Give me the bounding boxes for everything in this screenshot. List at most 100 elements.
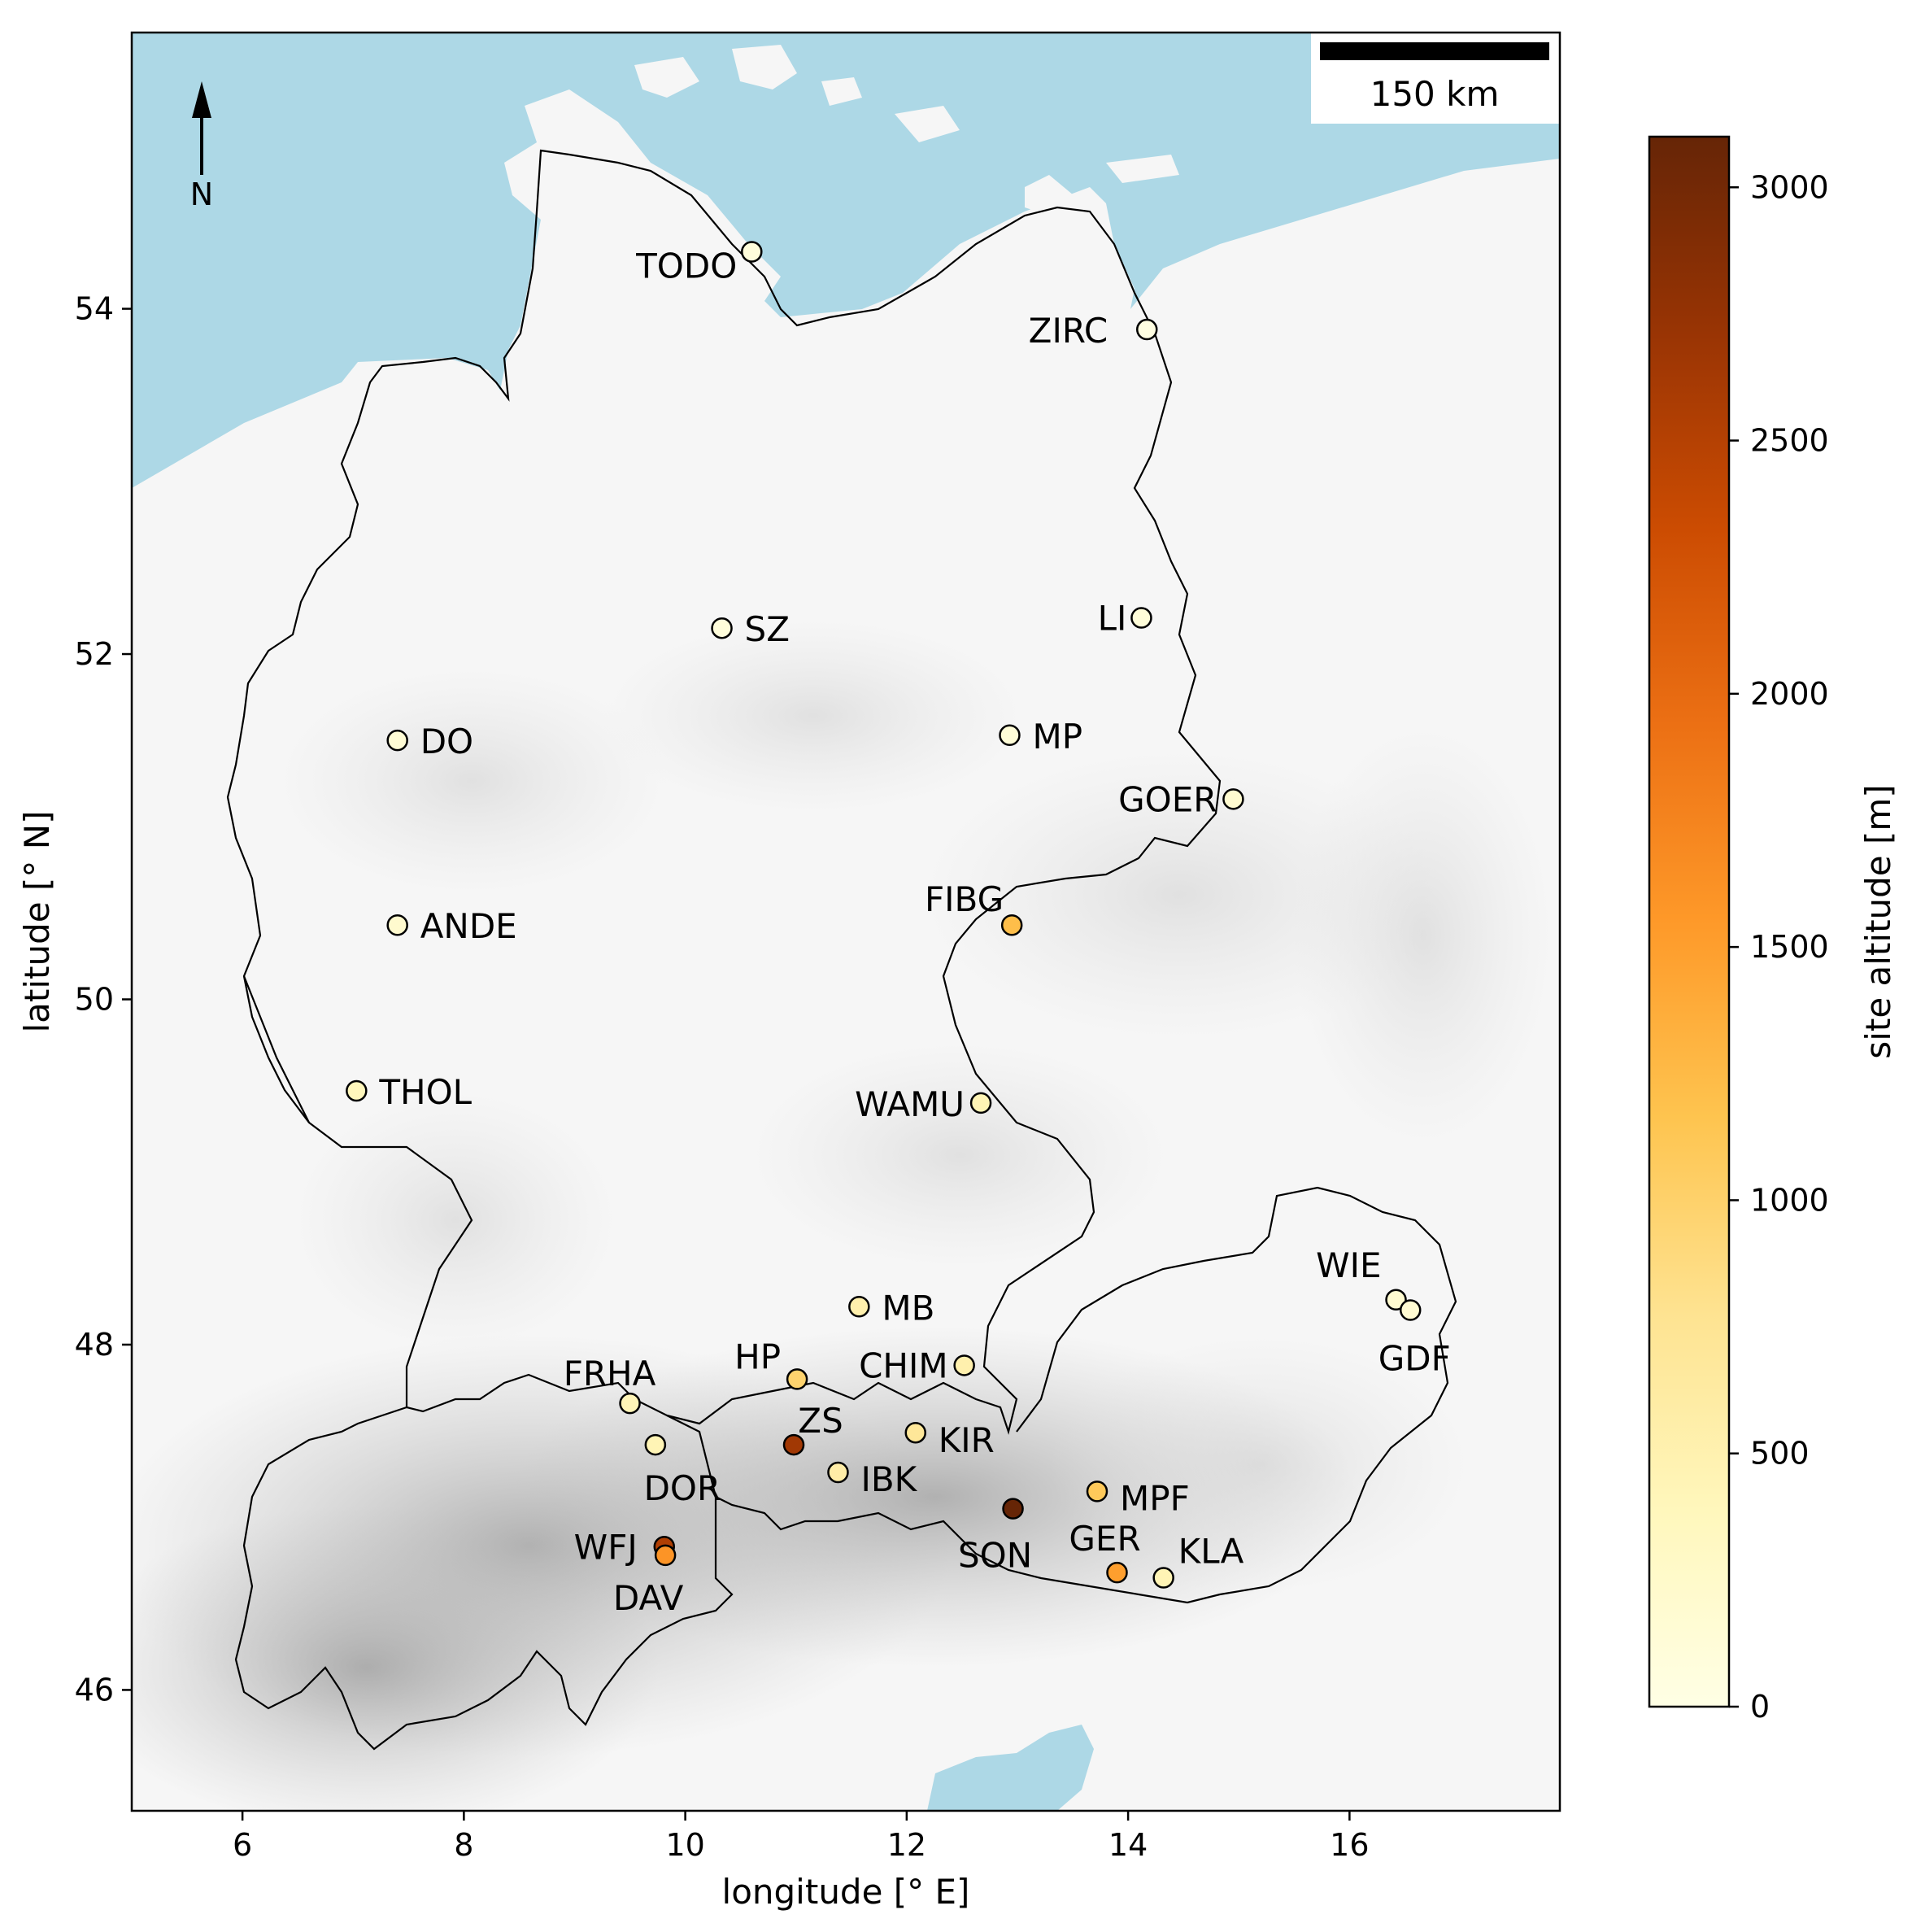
adriatic-sea <box>927 1725 1094 1811</box>
site-label: IBK <box>860 1459 917 1499</box>
site-label: HP <box>734 1337 781 1376</box>
scale-bar: 150 km <box>1311 33 1560 124</box>
country-borders <box>226 149 1457 1751</box>
x-tick-label: 14 <box>1108 1827 1148 1863</box>
y-axis-ticks: 46 48 50 52 54 <box>75 291 132 1707</box>
site-label: DOR <box>644 1468 721 1508</box>
site-son: SON <box>958 1498 1032 1576</box>
site-label: GER <box>1069 1519 1140 1559</box>
site-label: ANDE <box>420 906 517 946</box>
site-chim: CHIM <box>859 1345 975 1385</box>
site-fibg: FIBG <box>925 879 1023 936</box>
x-tick-label: 8 <box>454 1827 473 1863</box>
terrain-relief <box>132 618 1553 1811</box>
site-label: MPF <box>1120 1478 1190 1518</box>
colorbar-tick-label: 2000 <box>1750 676 1829 712</box>
site-kir: KIR <box>904 1420 995 1460</box>
site-label: WAMU <box>855 1084 965 1124</box>
site-marker <box>1106 1561 1128 1584</box>
site-marker <box>654 1544 677 1567</box>
x-axis-ticks: 6 8 10 12 14 16 <box>233 1811 1370 1863</box>
site-marker <box>848 1296 870 1318</box>
colorbar-tick-label: 500 <box>1750 1436 1810 1472</box>
site-kla: KLA <box>1152 1531 1244 1589</box>
site-marker <box>386 914 408 936</box>
site-label: WFJ <box>574 1527 638 1567</box>
site-label: FIBG <box>925 879 1004 919</box>
site-marker <box>346 1079 368 1102</box>
site-mb: MB <box>848 1288 934 1328</box>
site-label: DO <box>420 722 473 761</box>
site-marker <box>1000 914 1023 936</box>
site-sz: SZ <box>711 609 790 649</box>
site-frha: FRHA <box>564 1354 656 1415</box>
colorbar-title: site altitude [m] <box>1858 784 1898 1058</box>
colorbar-tick-label: 0 <box>1750 1689 1770 1725</box>
colorbar: 0 500 1000 1500 2000 2500 3000 site altitude [… <box>1648 135 1898 1725</box>
site-marker <box>969 1092 992 1114</box>
site-ger: GER <box>1069 1519 1141 1584</box>
site-label: SZ <box>745 609 790 649</box>
site-markers: TODO ZIRC SZ LI DO MP GOER FIBG ANDE THOL WAMU WIE G… <box>346 241 1451 1618</box>
site-marker <box>1136 318 1158 341</box>
site-dor: DOR <box>644 1433 721 1508</box>
site-label: DAV <box>613 1578 684 1618</box>
site-marker <box>1086 1481 1108 1502</box>
site-label: GOER <box>1118 779 1217 819</box>
site-li: LI <box>1098 598 1152 638</box>
site-mpf: MPF <box>1086 1478 1190 1518</box>
site-label: THOL <box>378 1072 472 1112</box>
site-zirc: ZIRC <box>1029 311 1158 351</box>
scale-bar-label: 150 km <box>1370 74 1500 114</box>
x-tick-label: 16 <box>1330 1827 1369 1863</box>
site-wie: WIE <box>1316 1245 1407 1311</box>
site-marker <box>741 241 763 263</box>
north-arrow: N <box>190 81 213 212</box>
site-todo: TODO <box>635 241 763 286</box>
germany-border <box>226 149 1222 1435</box>
colorbar-fill <box>1648 135 1731 1708</box>
colorbar-tick-label: 1500 <box>1750 929 1829 965</box>
site-label: GDF <box>1378 1339 1451 1379</box>
y-tick-label: 52 <box>75 636 114 672</box>
site-thol: THOL <box>346 1072 473 1112</box>
colorbar-tick-label: 1000 <box>1750 1182 1829 1218</box>
site-mp: MP <box>999 717 1082 757</box>
site-marker <box>786 1368 808 1390</box>
colorbar-tick-label: 2500 <box>1750 423 1829 459</box>
site-hp: HP <box>734 1337 808 1390</box>
site-marker <box>619 1392 641 1415</box>
site-marker <box>711 617 733 639</box>
site-label: KIR <box>939 1420 995 1460</box>
north-arrow-icon <box>192 81 211 118</box>
site-do: DO <box>386 722 473 761</box>
site-marker <box>1385 1289 1407 1311</box>
site-label: MB <box>882 1288 934 1328</box>
site-label: LI <box>1098 598 1127 638</box>
site-marker <box>644 1433 667 1456</box>
site-marker <box>1152 1567 1174 1589</box>
site-marker <box>1002 1498 1024 1520</box>
site-ande: ANDE <box>386 906 517 946</box>
site-label: SON <box>958 1536 1032 1576</box>
map-frame <box>130 31 1561 1812</box>
site-label: KLA <box>1178 1531 1244 1571</box>
site-marker <box>1222 788 1244 810</box>
site-label: MP <box>1032 717 1082 757</box>
site-marker <box>999 724 1021 747</box>
site-label: FRHA <box>564 1354 656 1393</box>
site-goer: GOER <box>1118 779 1244 819</box>
sea-islands <box>634 45 1179 244</box>
site-ibk: IBK <box>827 1459 918 1499</box>
site-marker <box>1130 607 1152 629</box>
y-axis-title: latitude [° N] <box>17 810 57 1032</box>
switzerland-border <box>234 1406 734 1751</box>
map-panel <box>132 33 1560 1811</box>
y-tick-label: 50 <box>75 982 114 1018</box>
x-tick-label: 12 <box>887 1827 926 1863</box>
site-label: ZS <box>798 1401 843 1441</box>
site-label: TODO <box>635 246 737 286</box>
x-axis-title: longitude [° E] <box>722 1872 970 1912</box>
site-label: WIE <box>1316 1245 1381 1285</box>
